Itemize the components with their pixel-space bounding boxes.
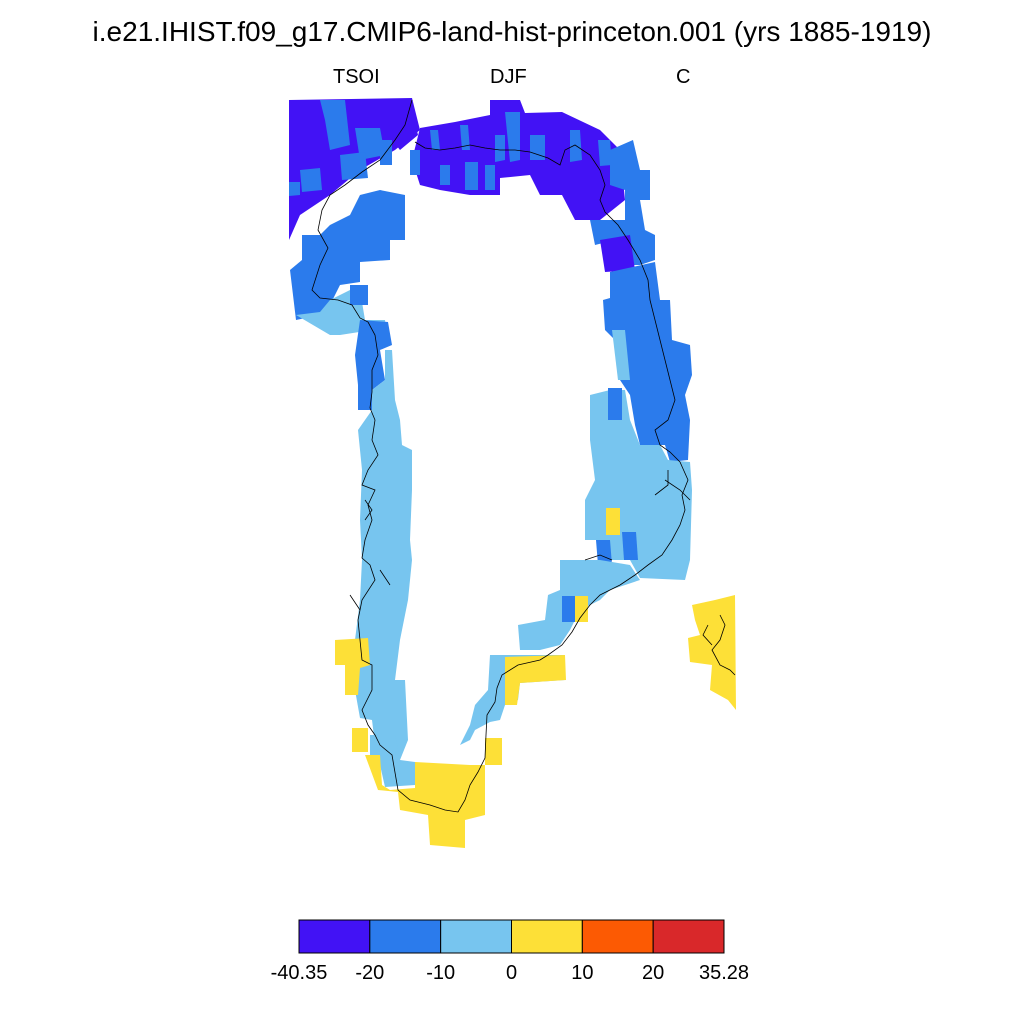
map-cell bbox=[290, 190, 405, 320]
map-cell bbox=[355, 128, 385, 160]
map-cell bbox=[505, 655, 566, 705]
map-cell bbox=[603, 262, 692, 462]
map-cell bbox=[289, 182, 300, 196]
colorbar-segment bbox=[298, 919, 371, 954]
map-cell bbox=[622, 532, 638, 560]
season-label: DJF bbox=[490, 66, 527, 88]
map-cell bbox=[495, 135, 505, 162]
map-cell bbox=[460, 125, 470, 150]
map-cell bbox=[352, 728, 368, 752]
map-cell bbox=[575, 596, 588, 622]
coastline-segment bbox=[349, 594, 361, 611]
colorbar-tick-label: 20 bbox=[642, 962, 665, 984]
map-cell bbox=[600, 235, 635, 272]
map-cell bbox=[430, 130, 440, 150]
map-cell bbox=[606, 508, 620, 535]
map-cell bbox=[355, 320, 392, 410]
coastline-segment bbox=[584, 554, 613, 561]
map-cell bbox=[505, 112, 520, 162]
coastline-segment bbox=[379, 569, 391, 586]
map-cell bbox=[440, 165, 450, 185]
map-cell bbox=[320, 100, 350, 150]
coastline-segment bbox=[702, 624, 713, 646]
map-cell bbox=[590, 140, 655, 265]
map-cell bbox=[562, 596, 575, 622]
colorbar-tick-label: 35.28 bbox=[698, 962, 750, 984]
map-cell bbox=[392, 110, 418, 150]
map-cells bbox=[289, 98, 736, 848]
map-cell bbox=[612, 330, 630, 380]
colorbar bbox=[298, 919, 725, 954]
coastline-segment bbox=[711, 614, 736, 676]
map-cell bbox=[465, 162, 478, 190]
variable-label: TSOI bbox=[333, 66, 380, 88]
colorbar-tick-label: -10 bbox=[426, 962, 456, 984]
plot-title: i.e21.IHIST.f09_g17.CMIP6-land-hist-prin… bbox=[92, 16, 932, 47]
map-cell bbox=[348, 350, 412, 765]
map-cell bbox=[350, 285, 368, 305]
colorbar-tick-label: -40.35 bbox=[270, 962, 328, 984]
colorbar-tick-label: 10 bbox=[571, 962, 594, 984]
colorbar-tick-label: -20 bbox=[355, 962, 385, 984]
map-cell bbox=[365, 755, 485, 848]
coastline-segment bbox=[664, 479, 691, 501]
map-cell bbox=[296, 290, 388, 345]
coastline bbox=[311, 99, 736, 813]
map-cell bbox=[530, 135, 545, 160]
map-cell bbox=[485, 165, 495, 190]
map-cell bbox=[300, 168, 322, 192]
map-cell bbox=[485, 738, 502, 765]
colorbar-tick-label: 0 bbox=[505, 962, 518, 984]
coastline-segment bbox=[311, 99, 689, 813]
map-cell bbox=[598, 140, 612, 166]
map-cell bbox=[340, 152, 368, 180]
units-label: C bbox=[676, 66, 691, 88]
coastline-segment bbox=[364, 499, 373, 521]
colorbar-segment bbox=[652, 919, 725, 954]
map-cell bbox=[410, 150, 420, 175]
colorbar-segment bbox=[369, 919, 442, 954]
colorbar-segment bbox=[440, 919, 512, 954]
map-cell bbox=[370, 735, 415, 787]
coastline-segment bbox=[654, 470, 669, 496]
map-cell bbox=[688, 595, 736, 710]
colorbar-segment bbox=[511, 919, 583, 954]
map-cell bbox=[608, 388, 622, 420]
colorbar-segment bbox=[581, 919, 654, 954]
